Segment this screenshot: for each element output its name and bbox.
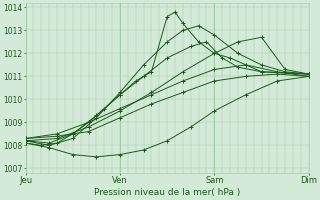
- X-axis label: Pression niveau de la mer( hPa ): Pression niveau de la mer( hPa ): [94, 188, 240, 197]
